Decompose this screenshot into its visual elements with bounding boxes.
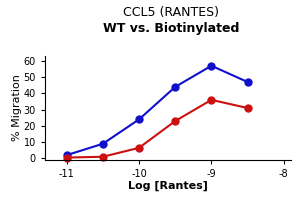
X-axis label: Log [Rantes]: Log [Rantes] bbox=[128, 180, 208, 191]
Text: WT vs. Biotinylated: WT vs. Biotinylated bbox=[103, 22, 239, 35]
Y-axis label: % Migration: % Migration bbox=[12, 75, 22, 141]
Text: CCL5 (RANTES): CCL5 (RANTES) bbox=[123, 6, 219, 19]
